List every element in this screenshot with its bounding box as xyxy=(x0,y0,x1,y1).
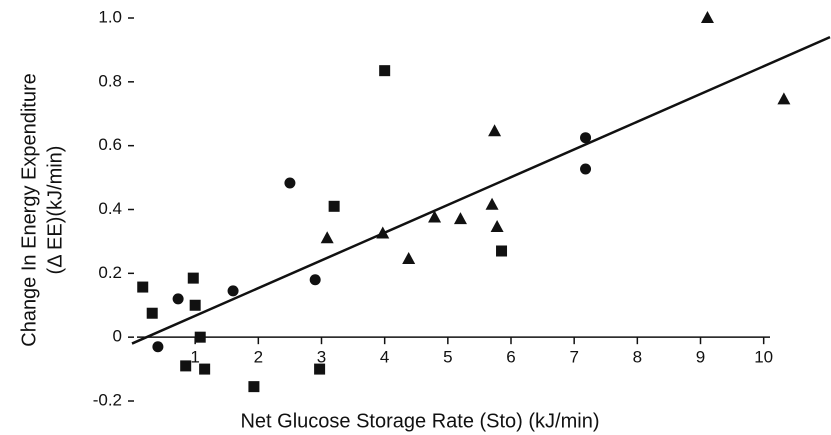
circle-marker xyxy=(580,163,592,175)
x-axis-label: Net Glucose Storage Rate (Sto) (kJ/min) xyxy=(240,410,599,432)
square-marker xyxy=(199,363,211,375)
square-marker xyxy=(146,307,158,319)
circle-marker xyxy=(152,341,164,353)
y-tick-label: 0.4 xyxy=(98,199,122,218)
x-tick-label: 4 xyxy=(380,348,389,367)
square-marker xyxy=(379,65,391,77)
y-axis-label: Change In Energy Expenditure xyxy=(18,73,40,347)
square-marker xyxy=(137,281,149,293)
triangle-marker xyxy=(488,124,502,137)
y-axis-label: (Δ EE)(kJ/min) xyxy=(44,146,66,275)
square-marker xyxy=(180,360,192,372)
triangle-marker xyxy=(700,11,714,23)
x-tick-label: 1 xyxy=(190,348,199,367)
square-marker xyxy=(248,381,260,393)
regression-line xyxy=(131,36,831,345)
circle-marker xyxy=(227,285,239,297)
x-tick-label: 9 xyxy=(696,348,705,367)
y-tick-label: 0.8 xyxy=(98,71,122,90)
y-tick-label: 1.0 xyxy=(98,7,122,26)
x-tick-label: 6 xyxy=(506,348,515,367)
y-tick-label: 0.2 xyxy=(98,263,122,282)
square-marker xyxy=(328,200,340,212)
triangle-marker xyxy=(777,92,791,105)
circle-marker xyxy=(309,274,321,286)
square-marker xyxy=(314,363,326,375)
y-tick-label: 0 xyxy=(113,327,122,346)
x-tick-label: 2 xyxy=(254,348,263,367)
square-marker xyxy=(194,331,206,343)
triangle-marker xyxy=(490,220,504,233)
square-marker xyxy=(496,245,508,257)
circle-marker xyxy=(580,132,592,144)
x-tick-label: 5 xyxy=(443,348,452,367)
x-tick-label: 7 xyxy=(569,348,578,367)
y-tick-label: 0.6 xyxy=(98,135,122,154)
triangle-marker xyxy=(320,231,334,244)
x-tick-label: 8 xyxy=(633,348,642,367)
square-marker xyxy=(189,299,201,311)
triangle-marker xyxy=(485,197,499,210)
triangle-marker xyxy=(453,212,467,225)
x-tick-label: 3 xyxy=(317,348,326,367)
triangle-marker xyxy=(428,210,442,223)
circle-marker xyxy=(284,177,296,189)
triangle-marker xyxy=(402,251,416,264)
circle-marker xyxy=(172,293,184,305)
y-tick-label: -0.2 xyxy=(93,390,122,409)
square-marker xyxy=(187,272,199,284)
triangle-marker xyxy=(376,226,390,239)
x-tick-label: 10 xyxy=(754,348,773,367)
